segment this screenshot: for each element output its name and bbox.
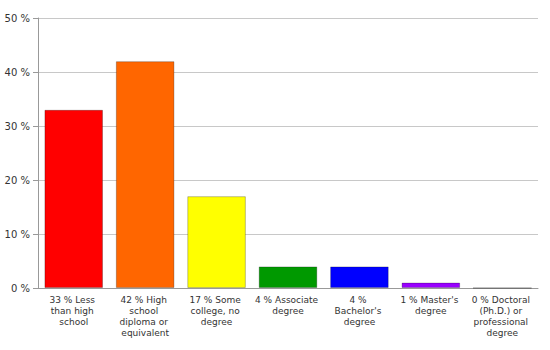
svg-text:school: school bbox=[129, 306, 161, 316]
svg-text:Bachelor's: Bachelor's bbox=[335, 306, 385, 316]
svg-text:1 % Master's: 1 % Master's bbox=[400, 295, 461, 305]
svg-text:degree: degree bbox=[272, 306, 304, 316]
svg-text:20 %: 20 % bbox=[5, 175, 30, 186]
svg-text:professional: professional bbox=[474, 317, 531, 327]
svg-text:50 %: 50 % bbox=[5, 13, 30, 24]
svg-text:17 % Some: 17 % Some bbox=[190, 295, 244, 305]
svg-text:degree: degree bbox=[344, 317, 376, 327]
svg-text:degree: degree bbox=[415, 306, 447, 316]
svg-text:college, no: college, no bbox=[191, 306, 243, 316]
svg-text:4 % Associate: 4 % Associate bbox=[255, 295, 321, 305]
svg-text:33 % Less: 33 % Less bbox=[50, 295, 98, 305]
svg-text:degree: degree bbox=[201, 317, 233, 327]
svg-text:10 %: 10 % bbox=[5, 229, 30, 240]
svg-text:school: school bbox=[59, 317, 88, 327]
svg-text:than high: than high bbox=[51, 306, 97, 316]
svg-text:equivalent: equivalent bbox=[121, 328, 169, 338]
svg-text:42 % High: 42 % High bbox=[121, 295, 170, 305]
svg-text:0 % Doctoral: 0 % Doctoral bbox=[472, 295, 533, 305]
svg-text:0 %: 0 % bbox=[11, 283, 30, 294]
svg-text:degree: degree bbox=[487, 328, 519, 338]
svg-text:30 %: 30 % bbox=[5, 121, 30, 132]
svg-text:40 %: 40 % bbox=[5, 67, 30, 78]
svg-text:diploma or: diploma or bbox=[120, 317, 171, 327]
svg-text:(Ph.D.) or: (Ph.D.) or bbox=[479, 306, 525, 316]
svg-text:4 %: 4 % bbox=[349, 295, 369, 305]
